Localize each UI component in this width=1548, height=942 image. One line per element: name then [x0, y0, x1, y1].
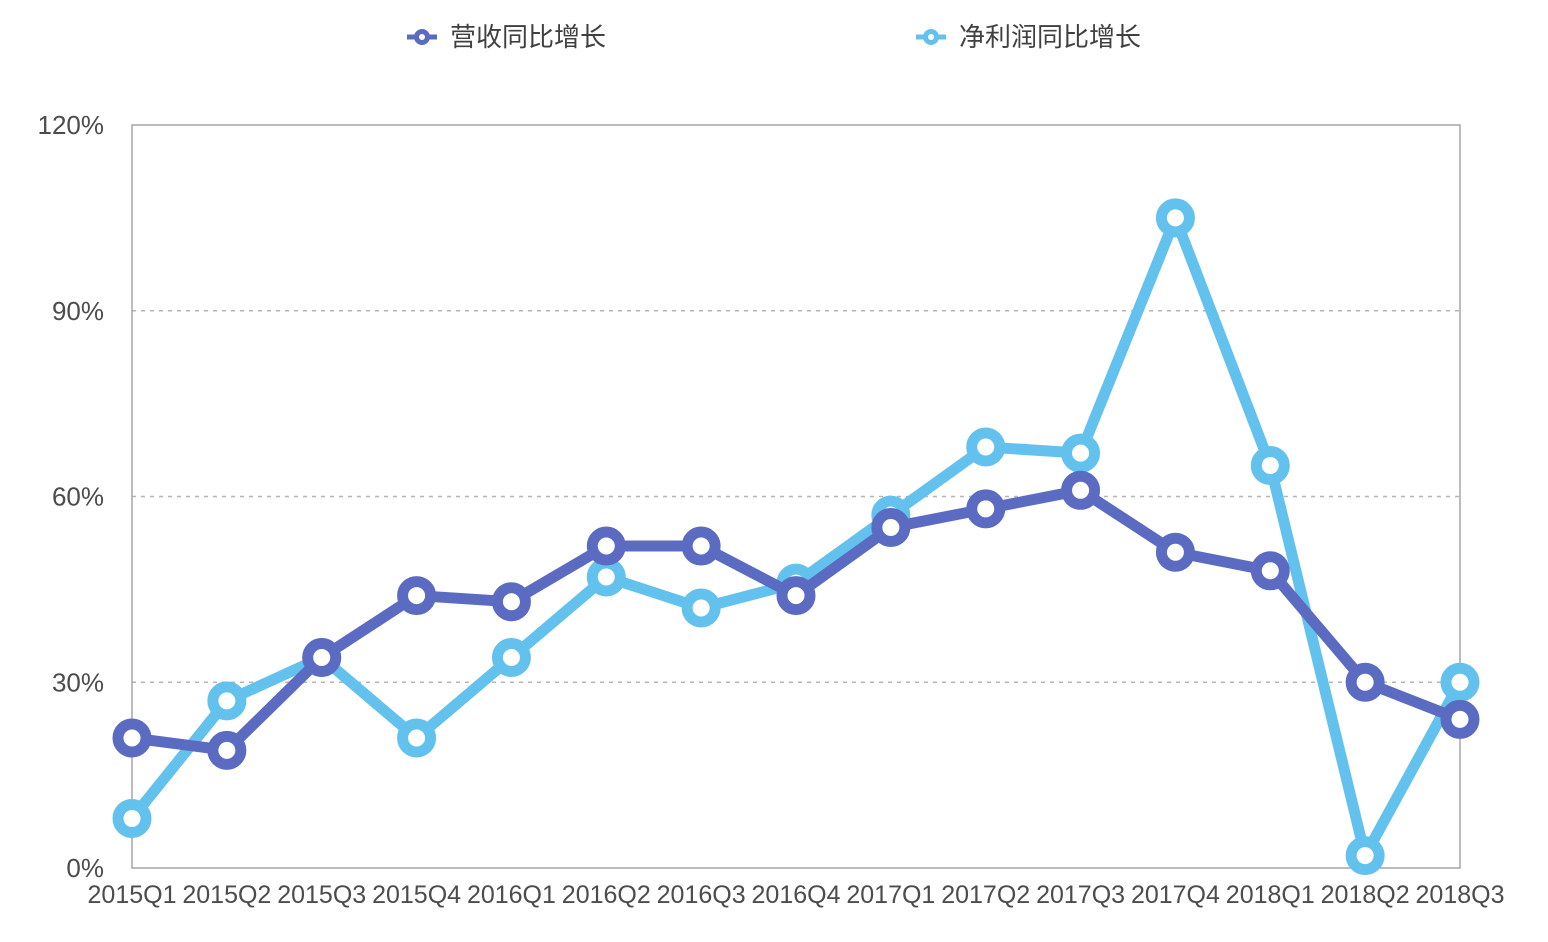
revenue-point-2018Q1: [1250, 551, 1290, 591]
revenue-point-2015Q1: [112, 718, 152, 758]
y-tick-label-30%: 30%: [52, 667, 104, 697]
revenue-point-2016Q2: [586, 526, 626, 566]
revenue-line: [126, 484, 1466, 756]
legend-item-net-profit[interactable]: 净利润同比增长: [916, 24, 1141, 50]
net-profit-legend-marker-icon: [916, 29, 946, 45]
net-profit-point-2018Q2: [1345, 836, 1385, 876]
x-tick-label-2018Q1: 2018Q1: [1226, 881, 1315, 909]
y-tick-label-0%: 0%: [66, 853, 104, 883]
x-tick-label-2016Q4: 2016Q4: [752, 881, 841, 909]
legend-item-revenue[interactable]: 营收同比增长: [406, 22, 606, 52]
revenue-point-2017Q2: [966, 489, 1006, 529]
net-profit-point-2015Q1: [112, 798, 152, 838]
net-profit-point-2016Q3: [681, 588, 721, 628]
x-tick-label-2017Q3: 2017Q3: [1036, 881, 1125, 909]
x-tick-label-2015Q4: 2015Q4: [372, 881, 461, 909]
x-tick-label-2016Q1: 2016Q1: [467, 881, 556, 909]
y-tick-label-120%: 120%: [38, 110, 105, 140]
revenue-point-2016Q4: [776, 576, 816, 616]
revenue-point-2017Q3: [1061, 470, 1101, 510]
legend-label-net-profit: 净利润同比增长: [959, 22, 1142, 52]
revenue-point-2017Q4: [1155, 532, 1195, 572]
x-tick-label-2015Q2: 2015Q2: [182, 881, 271, 909]
x-tick-label-2016Q2: 2016Q2: [562, 881, 651, 909]
net-profit-line: [126, 212, 1466, 862]
revenue-point-2016Q3: [681, 526, 721, 566]
net-profit-point-2018Q3: [1440, 662, 1480, 702]
plot-border: [131, 124, 1461, 869]
net-profit-point-2015Q4: [397, 718, 437, 758]
y-tick-label-60%: 60%: [52, 482, 104, 512]
net-profit-point-2017Q2: [966, 427, 1006, 467]
x-tick-label-2017Q2: 2017Q2: [941, 881, 1030, 909]
revenue-point-2016Q1: [491, 582, 531, 622]
legend-label-revenue: 营收同比增长: [449, 22, 606, 52]
revenue-point-2015Q2: [207, 730, 247, 770]
revenue-point-2018Q2: [1345, 662, 1385, 702]
x-tick-label-2015Q1: 2015Q1: [88, 881, 177, 909]
revenue-point-2018Q3: [1440, 699, 1480, 739]
net-profit-point-2017Q4: [1155, 198, 1195, 238]
x-tick-label-2018Q2: 2018Q2: [1321, 881, 1410, 909]
revenue-point-2015Q4: [397, 576, 437, 616]
revenue-point-2017Q1: [871, 507, 911, 547]
chart-legend: 营收同比增长 净利润同比增长: [0, 24, 1548, 50]
net-profit-point-2016Q2: [586, 557, 626, 597]
x-tick-label-2016Q3: 2016Q3: [657, 881, 746, 909]
y-tick-label-90%: 90%: [52, 296, 104, 326]
x-tick-label-2015Q3: 2015Q3: [277, 881, 366, 909]
net-profit-point-2017Q3: [1061, 433, 1101, 473]
revenue-point-2015Q3: [302, 637, 342, 677]
net-profit-point-2018Q1: [1250, 446, 1290, 486]
x-tick-label-2018Q3: 2018Q3: [1416, 881, 1505, 909]
net-profit-point-2016Q1: [491, 637, 531, 677]
x-tick-label-2017Q4: 2017Q4: [1131, 881, 1220, 909]
net-profit-point-2015Q2: [207, 681, 247, 721]
x-tick-label-2017Q1: 2017Q1: [846, 881, 935, 909]
revenue-legend-marker-icon: [406, 29, 437, 45]
